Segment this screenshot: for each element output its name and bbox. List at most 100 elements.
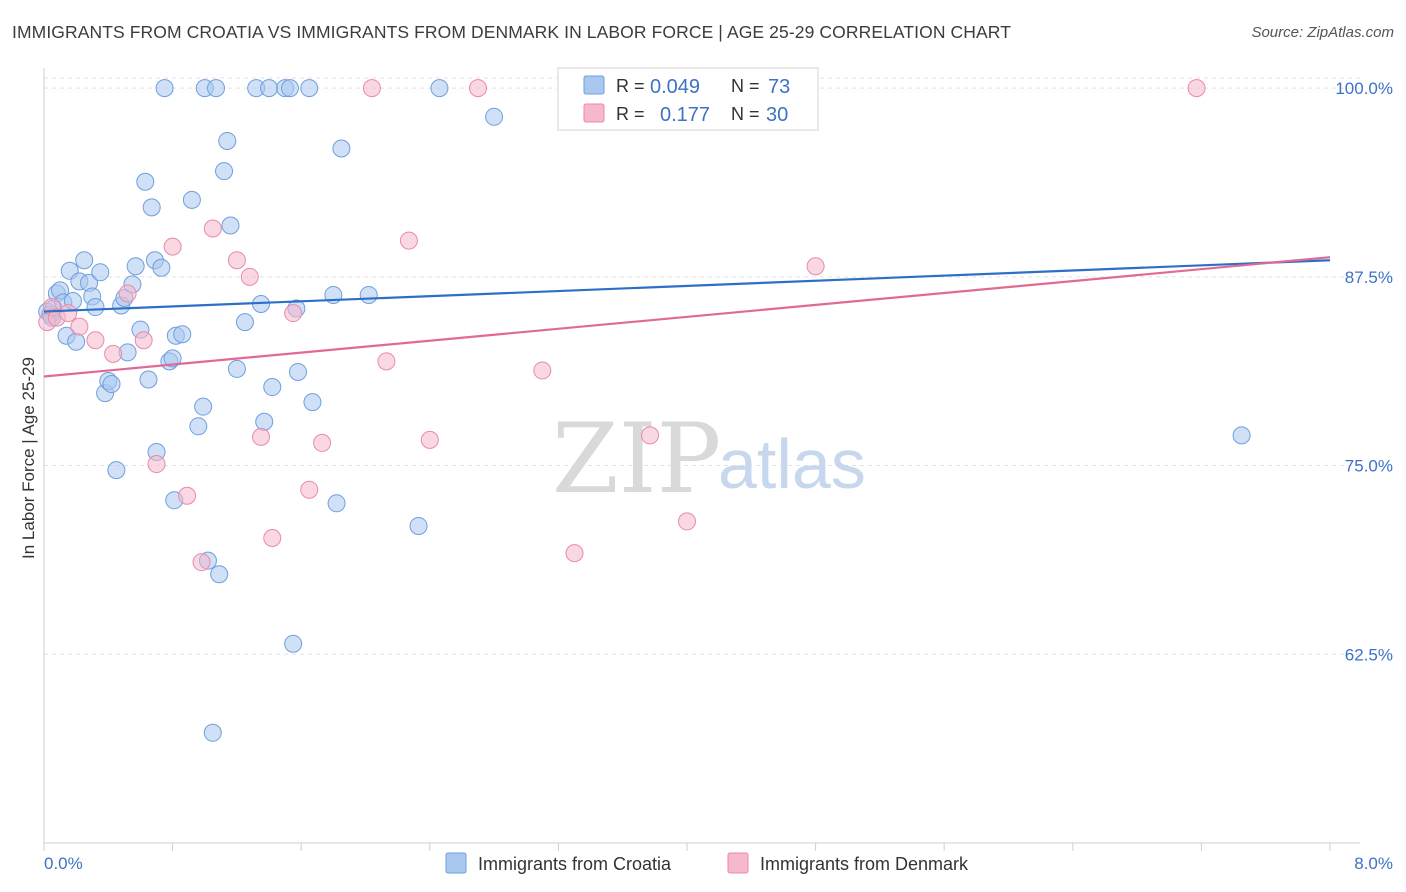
watermark: ZIP atlas (552, 403, 866, 515)
data-point (139, 370, 158, 389)
x-tick-label: 0.0% (44, 854, 83, 873)
y-tick-label: 75.0% (1345, 457, 1393, 476)
data-point (178, 486, 197, 505)
data-point (91, 263, 110, 282)
data-point (260, 79, 279, 98)
data-point (1232, 426, 1251, 445)
watermark-atlas: atlas (718, 425, 866, 503)
data-point (377, 352, 396, 371)
data-point (678, 512, 696, 531)
source-credit: Source: ZipAtlas.com (1251, 24, 1394, 41)
y-tick-labels: 62.5% 75.0% 87.5% 100.0% (1335, 79, 1393, 664)
data-point (362, 79, 381, 98)
stats-r-label-denmark: R = (616, 104, 645, 124)
data-point (75, 251, 94, 270)
y-tick-label: 87.5% (1345, 268, 1393, 287)
watermark-zip: ZIP (552, 403, 721, 515)
chart-title: IMMIGRANTS FROM CROATIA VS IMMIGRANTS FR… (12, 22, 1012, 42)
data-point (59, 304, 78, 323)
stats-n-value-croatia: 73 (768, 76, 790, 98)
data-point (332, 139, 351, 158)
stats-legend-swatch-denmark (583, 103, 605, 123)
legend-swatch-denmark (727, 852, 749, 874)
x-tick-label: 8.0% (1354, 854, 1393, 873)
series-denmark (38, 79, 1206, 572)
legend-label-croatia: Immigrants from Croatia (478, 854, 672, 874)
series-legend: Immigrants from Croatia Immigrants from … (445, 852, 969, 874)
data-point (284, 304, 303, 323)
stats-n-value-denmark: 30 (766, 104, 788, 126)
data-point (107, 461, 126, 480)
x-tick-labels: 0.0% 8.0% (44, 854, 1393, 873)
y-axis-label: In Labor Force | Age 25-29 (19, 357, 38, 559)
stats-r-label-croatia: R = (616, 76, 645, 96)
stats-r-value-denmark: 0.177 (660, 104, 710, 126)
data-point (288, 362, 307, 381)
legend-swatch-croatia (445, 852, 467, 874)
data-point (284, 634, 303, 653)
data-point (430, 79, 449, 98)
data-point (194, 397, 213, 416)
stats-n-label-denmark: N = (731, 104, 760, 124)
data-point (252, 427, 271, 446)
data-point (147, 455, 166, 474)
data-point (300, 79, 319, 98)
data-point (313, 433, 332, 452)
data-point (399, 231, 418, 250)
stats-legend-swatch-croatia (583, 75, 605, 95)
data-point (118, 284, 137, 303)
data-point (126, 257, 145, 276)
data-point (280, 79, 299, 98)
data-point (210, 565, 229, 584)
data-point (182, 190, 201, 209)
data-point (235, 313, 254, 332)
data-point (67, 332, 86, 351)
data-point (409, 516, 428, 535)
data-point (86, 298, 105, 317)
data-point (134, 331, 153, 350)
data-point (240, 267, 259, 286)
data-point (359, 285, 378, 304)
data-point (806, 257, 825, 276)
data-point (207, 79, 226, 98)
trend-line-denmark (43, 256, 1331, 378)
data-point (641, 426, 660, 445)
data-point (300, 480, 319, 499)
data-point (227, 359, 246, 378)
data-point (533, 361, 552, 380)
trend-lines (43, 256, 1331, 378)
data-point (420, 430, 439, 449)
data-point (163, 349, 182, 368)
data-point (485, 107, 504, 126)
legend-label-denmark: Immigrants from Denmark (760, 854, 969, 874)
data-point (163, 237, 182, 256)
data-point (221, 216, 240, 235)
data-point (1187, 79, 1206, 98)
axes (43, 68, 1360, 851)
stats-r-value-croatia: 0.049 (650, 76, 700, 98)
y-tick-label: 100.0% (1335, 79, 1393, 98)
data-point (215, 162, 234, 181)
data-point (70, 317, 89, 336)
data-point (469, 79, 488, 98)
data-point (173, 325, 192, 344)
data-point (104, 344, 123, 363)
data-point (263, 529, 282, 548)
stats-n-label-croatia: N = (731, 76, 760, 96)
data-point (155, 79, 174, 98)
data-point (303, 393, 322, 412)
stats-legend: R = 0.049 N = 73 R = 0.177 N = 30 (557, 67, 819, 131)
y-tick-label: 62.5% (1345, 645, 1393, 664)
data-point (102, 375, 121, 394)
data-point (189, 417, 208, 436)
data-point (142, 198, 161, 217)
data-point (263, 378, 282, 397)
data-point (203, 219, 222, 238)
data-point (136, 172, 155, 191)
data-point (218, 131, 237, 150)
data-point (227, 251, 246, 270)
data-point (86, 331, 105, 350)
trend-line-croatia (43, 259, 1331, 313)
data-point (327, 494, 346, 513)
